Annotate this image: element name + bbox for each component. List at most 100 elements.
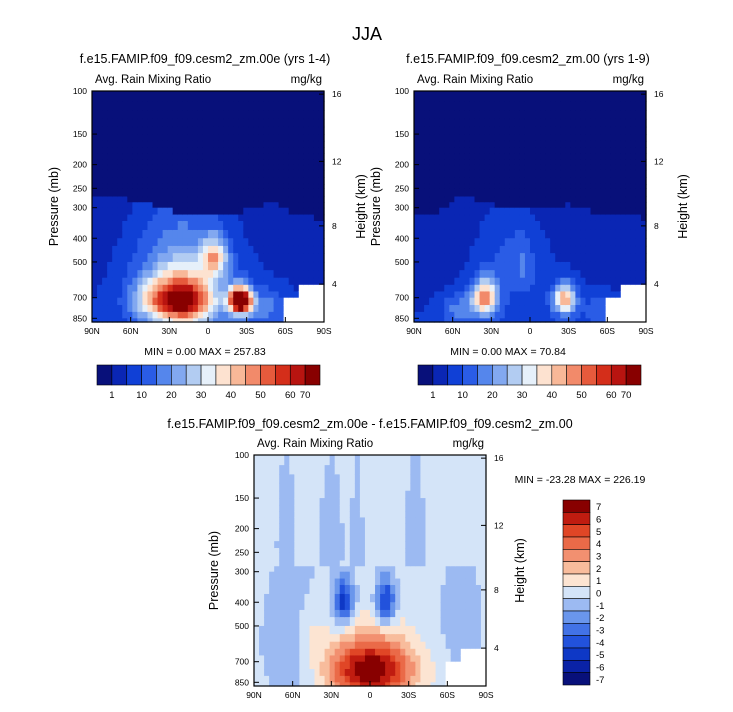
- field-cell: [469, 270, 476, 279]
- field-cell: [459, 147, 466, 155]
- field-cell: [324, 641, 331, 650]
- field-cell: [615, 188, 622, 198]
- field-cell: [620, 253, 627, 263]
- field-cell: [294, 533, 300, 542]
- field-cell: [575, 270, 582, 279]
- field-cell: [218, 311, 224, 319]
- field-cell: [283, 305, 290, 313]
- field-cell: [283, 188, 290, 198]
- field-cell: [439, 177, 445, 185]
- field-cell: [635, 311, 642, 319]
- field-cell: [615, 318, 622, 323]
- field-cell: [288, 164, 295, 171]
- field-cell: [197, 297, 204, 306]
- field-cell: [440, 560, 447, 567]
- field-cell: [540, 238, 546, 247]
- field-cell: [268, 126, 275, 135]
- field-cell: [122, 126, 128, 135]
- field-cell: [324, 593, 331, 603]
- field-cell: [630, 183, 637, 189]
- field-cell: [254, 669, 260, 677]
- field-cell: [385, 482, 391, 492]
- field-cell: [289, 511, 295, 519]
- field-cell: [102, 245, 108, 254]
- field-cell: [615, 291, 622, 299]
- field-cell: [319, 474, 326, 484]
- field-cell: [268, 118, 275, 128]
- field-cell: [440, 641, 447, 650]
- field-cell: [565, 126, 571, 135]
- field-cell: [425, 541, 432, 549]
- field-cell: [430, 541, 437, 549]
- field-cell: [390, 609, 396, 618]
- field-cell: [284, 511, 290, 519]
- field-cell: [480, 593, 487, 603]
- field-cell: [304, 675, 311, 683]
- field-cell: [298, 291, 305, 299]
- field-cell: [243, 140, 249, 148]
- field-cell: [142, 177, 149, 185]
- field-cell: [439, 183, 445, 189]
- field-cell: [142, 311, 149, 319]
- field-cell: [264, 617, 270, 627]
- field-cell: [439, 318, 445, 323]
- field-cell: [107, 183, 113, 189]
- field-cell: [339, 517, 346, 524]
- field-cell: [475, 474, 482, 484]
- field-cell: [420, 578, 427, 586]
- colorbar-swatch: [562, 561, 591, 575]
- field-cell: [294, 547, 300, 553]
- field-cell: [585, 297, 592, 306]
- field-cell: [479, 196, 486, 203]
- field-cell: [314, 634, 321, 643]
- field-cell: [308, 183, 315, 189]
- field-cell: [565, 284, 571, 293]
- field-cell: [319, 566, 326, 573]
- field-cell: [370, 602, 376, 611]
- field-cell: [565, 153, 571, 160]
- field-cell: [97, 159, 103, 166]
- field-cell: [575, 147, 582, 155]
- field-cell: [238, 147, 244, 155]
- field-cell: [172, 101, 179, 111]
- field-cell: [540, 147, 546, 155]
- field-cell: [319, 682, 326, 687]
- field-cell: [102, 126, 108, 135]
- field-cell: [625, 305, 632, 313]
- field-cell: [479, 140, 486, 148]
- field-cell: [258, 253, 265, 263]
- field-cell: [147, 277, 154, 286]
- field-cell: [354, 641, 361, 650]
- field-cell: [298, 238, 305, 247]
- field-cell: [284, 517, 290, 524]
- field-cell: [334, 634, 341, 643]
- field-cell: [334, 617, 341, 627]
- field-cell: [162, 118, 169, 128]
- field-cell: [560, 214, 566, 222]
- field-cell: [274, 617, 280, 627]
- field-cell: [435, 648, 442, 657]
- field-cell: [530, 277, 536, 286]
- field-cell: [279, 560, 285, 567]
- field-cell: [454, 220, 460, 231]
- field-cell: [283, 183, 290, 189]
- field-cell: [218, 164, 224, 171]
- field-cell: [268, 284, 275, 293]
- field-cell: [440, 482, 447, 492]
- field-cell: [298, 207, 305, 216]
- field-cell: [445, 523, 452, 530]
- field-cell: [370, 648, 376, 657]
- field-cell: [435, 482, 442, 492]
- field-cell: [464, 297, 471, 306]
- field-cell: [349, 523, 356, 530]
- field-cell: [92, 214, 98, 222]
- field-cell: [630, 214, 637, 222]
- field-cell: [349, 541, 356, 549]
- field-cell: [223, 118, 229, 128]
- field-cell: [289, 593, 295, 603]
- field-cell: [318, 177, 325, 185]
- field-cell: [635, 169, 642, 178]
- field-cell: [268, 164, 275, 171]
- field-cell: [354, 602, 361, 611]
- field-cell: [514, 91, 521, 102]
